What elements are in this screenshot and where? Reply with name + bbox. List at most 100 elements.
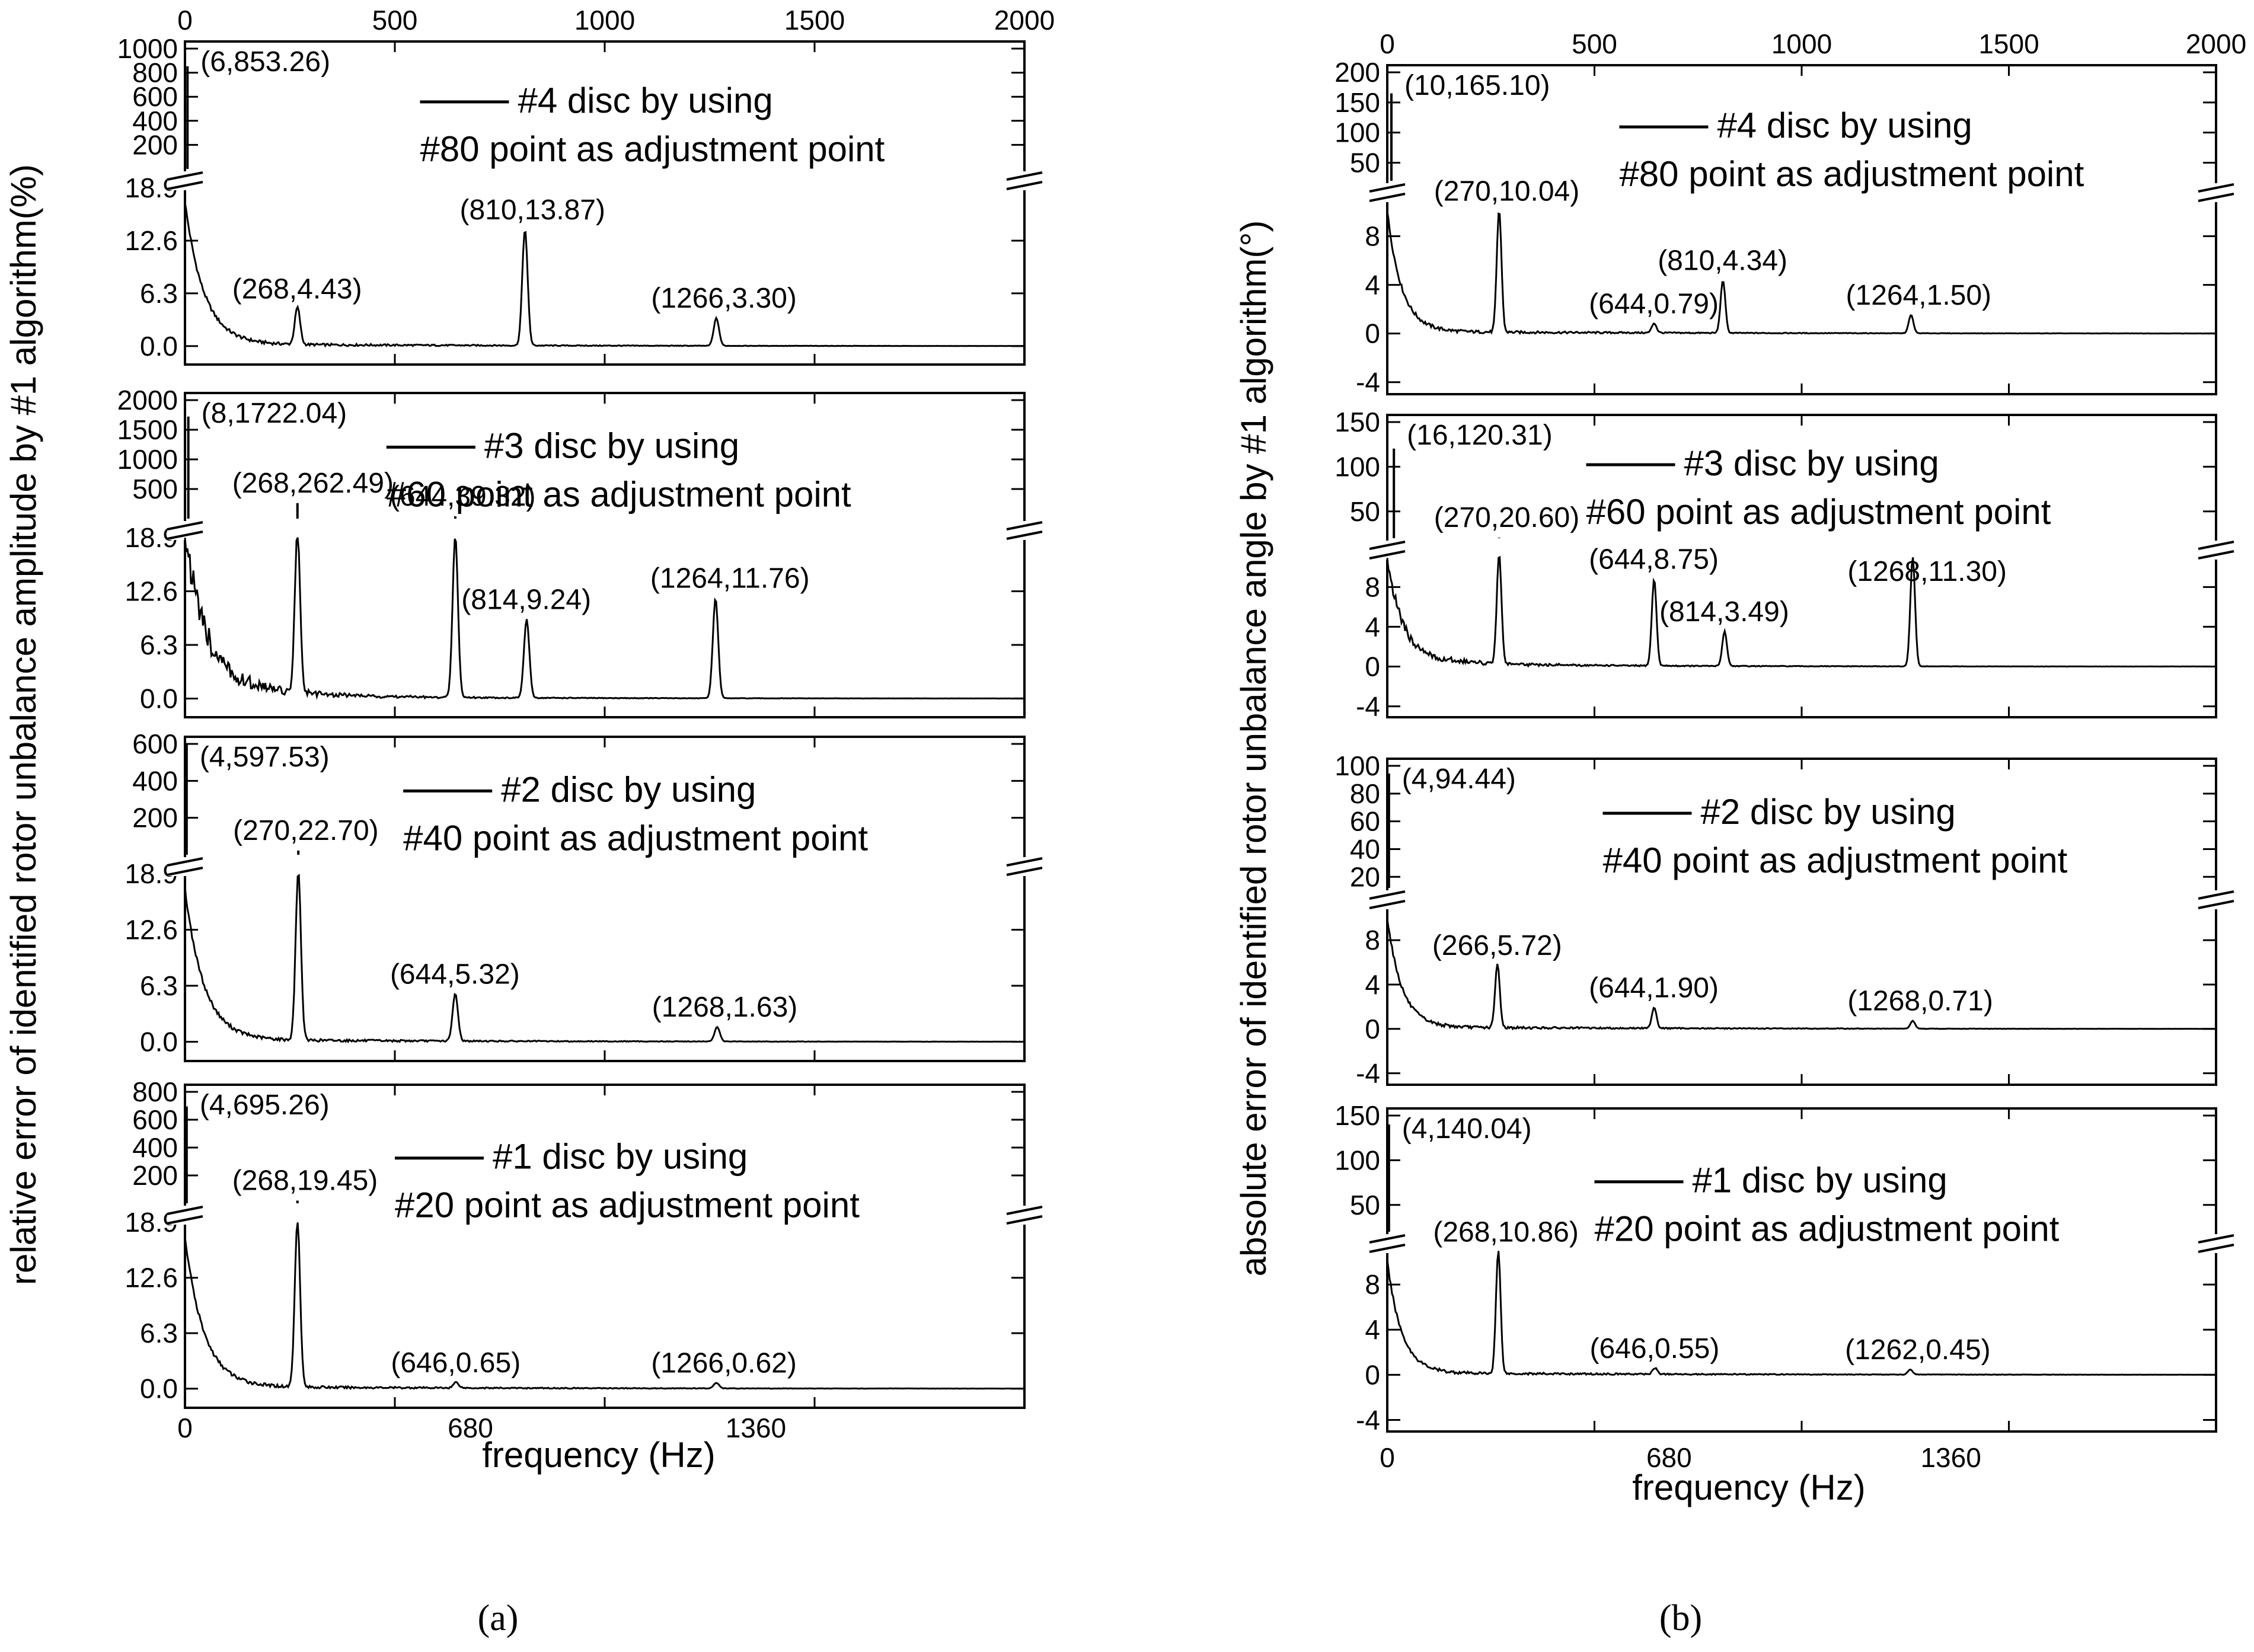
axis-break-mark (1369, 890, 1406, 900)
axis-break-mark (167, 521, 203, 531)
y-tick-label: 80 (1350, 778, 1380, 809)
top-axis-tick-label: 2000 (2186, 28, 2246, 59)
y-tick-label: 200 (1334, 57, 1380, 88)
y-tick-label: 4 (1365, 969, 1380, 1000)
axis-break-mark (167, 531, 203, 540)
y-tick-label: 8 (1365, 221, 1380, 252)
top-axis-tick-label: 500 (1572, 28, 1617, 59)
bottom-axis-tick-label: 680 (448, 1413, 493, 1443)
y-tick-label: 0 (1365, 1359, 1380, 1390)
top-axis-tick-label: 1500 (1978, 28, 2039, 59)
x-axis-label: frequency (Hz) (482, 1435, 715, 1475)
y-tick-label: 800 (132, 1076, 178, 1107)
y-tick-label: -4 (1356, 367, 1380, 398)
axis-break-mark (1369, 550, 1406, 560)
y-tick-label: 500 (132, 474, 178, 504)
axis-break-mark (1369, 900, 1406, 909)
y-tick-label: 0 (1365, 1014, 1380, 1044)
axis-break-mark (2198, 541, 2234, 550)
y-tick-label: 0.0 (140, 1027, 178, 1057)
y-tick-label: 40 (1350, 833, 1380, 864)
panel-b: 0 500 1000 1500 200050100150200-4048(10,165.… (1234, 28, 2246, 1638)
spectrum-line (1386, 1251, 2217, 1376)
peak-annotation: (1266,3.30) (651, 283, 797, 314)
y-axis-label: relative error of identified rotor unbal… (4, 164, 43, 1285)
peak-annotation: (1268,1.63) (652, 992, 798, 1023)
spectrum-line (1386, 555, 2217, 668)
axis-break-mark (1006, 531, 1043, 540)
axis-break-mark (2198, 900, 2234, 909)
y-tick-label: 12.6 (124, 915, 178, 945)
y-tick-label: 6.3 (140, 630, 178, 660)
top-axis-tick-label: 1500 (784, 5, 845, 36)
peak-annotation: (268,19.45) (232, 1165, 378, 1196)
y-tick-label: 50 (1350, 148, 1380, 178)
axis-break-mark (167, 181, 203, 190)
axis-break-mark (2198, 550, 2234, 560)
peak-annotation: (814,3.49) (1659, 596, 1789, 628)
peak-annotation: (810,4.34) (1658, 245, 1787, 277)
spectrum-line (184, 203, 1024, 348)
y-tick-label: 0 (1365, 318, 1380, 349)
legend-label: #4 disc by using (1717, 106, 1972, 145)
axis-break-mark (1369, 193, 1406, 202)
subplot-frame (184, 1084, 1026, 1409)
peak-annotation: (4,94.44) (1402, 763, 1516, 795)
peak-annotation: (8,1722.04) (202, 398, 347, 429)
subplot-3: 2004006000.06.312.618.9(4,597.53)(270,22… (124, 728, 1043, 1062)
y-tick-label: 50 (1350, 1190, 1380, 1220)
axis-break-mark (167, 1206, 203, 1215)
y-tick-label: -4 (1356, 691, 1380, 722)
peak-annotation: (1262,0.45) (1845, 1334, 1991, 1366)
y-tick-label: 100 (1334, 1145, 1380, 1175)
axis-break-mark (1006, 521, 1043, 531)
bottom-axis-tick-label: 680 (1646, 1442, 1692, 1473)
legend-label: #40 point as adjustment point (1602, 841, 2067, 880)
axis-break-mark (1006, 171, 1043, 181)
y-tick-label: 12.6 (124, 576, 178, 606)
y-tick-label: 50 (1350, 496, 1380, 527)
y-tick-label: 6.3 (140, 970, 178, 1001)
legend-label: #20 point as adjustment point (1595, 1209, 2060, 1249)
y-tick-label: 8 (1365, 1269, 1380, 1300)
peak-annotation: (16,120.31) (1407, 420, 1553, 451)
y-tick-label: 400 (132, 106, 178, 136)
axis-break-mark (1006, 867, 1043, 876)
peak-annotation: (644,5.32) (390, 959, 520, 990)
legend-label: #80 point as adjustment point (1619, 154, 2084, 194)
peak-annotation: (1264,1.50) (1846, 280, 1992, 311)
legend-label: #2 disc by using (501, 769, 756, 809)
axis-break-mark (167, 1215, 203, 1225)
y-tick-label: 8 (1365, 571, 1380, 602)
y-tick-label: 0.0 (140, 1373, 178, 1404)
bottom-axis-tick-label: 1360 (1920, 1442, 1981, 1473)
y-tick-label: 1500 (117, 414, 178, 445)
legend-label: #20 point as adjustment point (395, 1186, 860, 1225)
axis-break-mark (1369, 541, 1406, 550)
top-axis-tick-label: 0 (1380, 28, 1395, 59)
axis-break-mark (2198, 193, 2234, 202)
subplot-1: 20040060080010000.06.312.618.9(6,853.26)… (117, 33, 1043, 366)
panel-a: 0 500 1000 1500 200020040060080010000.06.312… (4, 5, 1055, 1638)
y-tick-label: 8 (1365, 925, 1380, 956)
subplot-2: 5001000150020000.06.312.618.9(8,1722.04)… (117, 385, 1043, 718)
y-tick-label: 20 (1350, 861, 1380, 892)
axis-break-mark (2198, 183, 2234, 193)
peak-annotation: (646,0.65) (391, 1347, 521, 1379)
peak-annotation: (4,597.53) (200, 742, 330, 773)
legend-label: #3 disc by using (484, 426, 739, 465)
top-axis-tick-label: 0 (177, 5, 193, 36)
peak-annotation: (1266,0.62) (651, 1348, 797, 1379)
y-tick-label: 1000 (117, 33, 178, 64)
subplot-frame (1386, 1107, 2217, 1433)
subplot-2: 50 100 150 -4 0 4 8 (16,120.31) (270,20.60) (644,… (1334, 407, 2234, 722)
peak-annotation: (644,0.79) (1589, 288, 1719, 319)
axis-break-mark (1369, 1234, 1406, 1244)
axis-break-mark (167, 867, 203, 876)
axis-break-mark (167, 171, 203, 181)
spectrum-line (1386, 918, 2217, 1031)
legend-label: #60 point as adjustment point (1586, 492, 2051, 532)
y-tick-label: 4 (1365, 270, 1380, 301)
peak-annotation: (268,10.86) (1433, 1217, 1579, 1248)
y-tick-label: 800 (132, 57, 178, 88)
